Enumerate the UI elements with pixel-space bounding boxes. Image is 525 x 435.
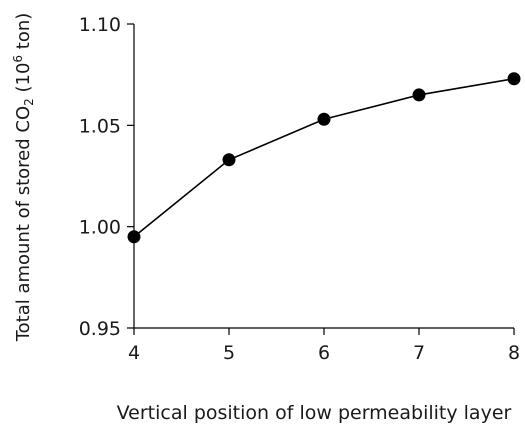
series-line	[133, 77, 515, 238]
data-point	[222, 153, 236, 167]
y-tick-label: 1.00	[79, 217, 121, 239]
y-tick-label: 1.10	[79, 14, 121, 36]
y-axis-title: Total amount of stored CO2 (106 ton)	[11, 13, 36, 343]
x-tick-label: 6	[318, 342, 330, 364]
y-axis-title-unit-open: (10	[13, 63, 34, 99]
x-tick-label: 4	[128, 342, 140, 364]
y-axis-title-prefix: Total amount of stored CO	[13, 106, 34, 342]
y-ticks: 0.95 1.00 1.05 1.10	[79, 14, 134, 340]
y-axis-title-exponent: 6	[11, 55, 25, 63]
x-tick-label: 8	[508, 342, 520, 364]
y-axis-title-unit-close: ton)	[13, 13, 34, 55]
data-point	[507, 72, 521, 86]
data-point	[412, 88, 426, 102]
y-axis-title-subscript: 2	[22, 98, 36, 106]
data-point	[317, 112, 331, 126]
series-layer	[127, 72, 521, 244]
x-ticks: 4 5 6 7 8	[128, 328, 520, 364]
y-tick-label: 1.05	[79, 115, 121, 137]
axes	[133, 24, 514, 329]
data-point	[127, 230, 141, 244]
y-tick-label: 0.95	[79, 318, 121, 340]
x-tick-label: 7	[413, 342, 425, 364]
x-axis-title: Vertical position of low permeability la…	[117, 402, 512, 424]
x-tick-label: 5	[223, 342, 235, 364]
